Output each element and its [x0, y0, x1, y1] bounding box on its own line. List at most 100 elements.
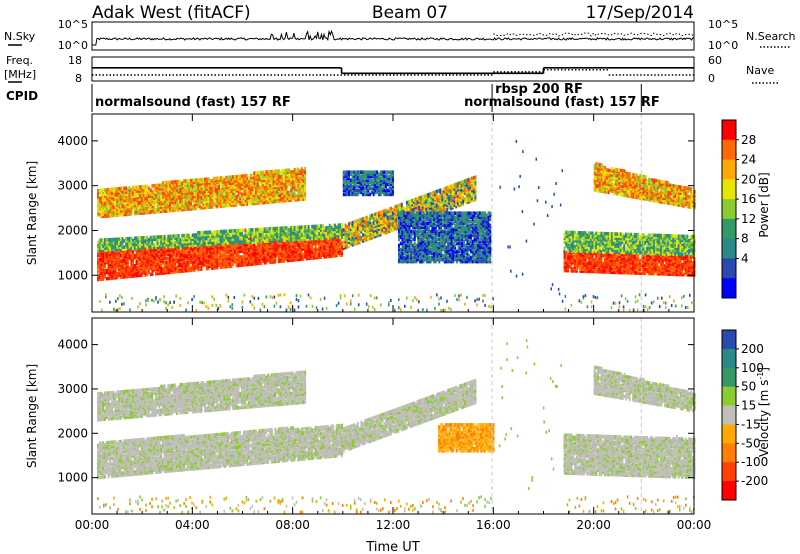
heatmap-cell [449, 198, 452, 203]
heatmap-cell [256, 255, 259, 260]
heatmap-cell [219, 247, 222, 251]
heatmap-cell [471, 194, 473, 199]
heatmap-cell [342, 228, 345, 232]
heatmap-cell [335, 243, 338, 248]
heatmap-cell [325, 246, 328, 251]
heatmap-cell [163, 271, 166, 275]
heatmap-cell [163, 205, 166, 209]
heatmap-cell [167, 182, 170, 187]
heatmap-cell [102, 251, 105, 255]
heatmap-cell [142, 209, 145, 213]
heatmap-cell [135, 195, 138, 200]
heatmap-cell [211, 201, 213, 205]
heatmap-cell [288, 230, 291, 234]
heatmap-cell [316, 234, 319, 239]
heatmap-cell [155, 251, 157, 256]
heatmap-cell [114, 197, 117, 201]
heatmap-cell [427, 195, 429, 199]
heatmap-cell [112, 239, 115, 244]
heatmap-cell [202, 183, 205, 188]
heatmap-cell [300, 241, 303, 245]
heatmap-cell [218, 190, 221, 195]
heatmap-cell [339, 239, 342, 243]
heatmap-cell [170, 270, 173, 274]
heatmap-cell [277, 179, 280, 183]
heatmap-cell [155, 187, 157, 192]
heatmap-cell [235, 199, 238, 203]
heatmap-cell [167, 194, 170, 199]
heatmap-cell [216, 176, 219, 181]
heatmap-cell [137, 189, 140, 193]
heatmap-cell [144, 200, 147, 205]
heatmap-cell [183, 246, 185, 251]
heatmap-cell [177, 189, 180, 194]
heatmap-cell [204, 260, 206, 265]
heatmap-cell [251, 228, 254, 232]
heatmap-cell [169, 236, 171, 241]
heatmap-cell [226, 246, 229, 251]
heatmap-cell [100, 251, 103, 255]
heatmap-cell [246, 178, 249, 182]
heatmap-cell [302, 237, 305, 241]
heatmap-cell [116, 239, 119, 244]
heatmap-cell [344, 241, 347, 246]
heatmap-cell [358, 232, 361, 237]
heatmap-cell [472, 186, 475, 190]
heatmap-cell [263, 184, 266, 189]
heatmap-cell [414, 199, 417, 204]
heatmap-cell [126, 236, 129, 241]
heatmap-cell [242, 236, 245, 241]
heatmap-cell [421, 205, 424, 209]
heatmap-cell [155, 265, 157, 270]
heatmap-cell [184, 239, 187, 244]
heatmap-cell [209, 183, 212, 187]
heatmap-cell [167, 252, 170, 257]
heatmap-cell [378, 231, 380, 235]
heatmap-cell [355, 233, 357, 238]
heatmap-cell [165, 236, 168, 241]
heatmap-cell [97, 263, 99, 268]
heatmap-cell [344, 231, 347, 236]
nave-tick-bottom: 0 [708, 72, 715, 85]
heatmap-cell [248, 250, 250, 255]
heatmap-cell [302, 173, 305, 177]
heatmap-cell [195, 184, 198, 188]
heatmap-cell [223, 233, 226, 238]
heatmap-cell [219, 176, 222, 180]
heatmap-cell [409, 199, 412, 204]
heatmap-cell [109, 195, 112, 200]
heatmap-cell [458, 201, 461, 205]
heatmap-cell [123, 208, 126, 213]
heatmap-cell [112, 266, 115, 270]
heatmap-cell [272, 228, 275, 233]
heatmap-cell [288, 248, 291, 253]
heatmap-cell [181, 197, 184, 202]
heatmap-cell [219, 202, 222, 206]
heatmap-cell [225, 202, 228, 206]
heatmap-cell [390, 214, 393, 219]
heatmap-cell [139, 267, 142, 272]
heatmap-cell [246, 244, 249, 249]
heatmap-cell [263, 248, 266, 253]
heatmap-cell [286, 180, 289, 185]
heatmap-cell [346, 241, 349, 245]
heatmap-cell [151, 266, 154, 270]
heatmap-cell [125, 188, 127, 192]
heatmap-cell [137, 269, 140, 274]
heatmap-cell [344, 174, 347, 179]
heatmap-cell [184, 262, 187, 267]
heatmap-cell [232, 185, 235, 189]
heatmap-cell [216, 253, 219, 258]
heatmap-cell [298, 245, 301, 249]
heatmap-cell [284, 254, 287, 259]
heatmap-cell [114, 203, 117, 207]
heatmap-cell [232, 262, 235, 266]
heatmap-cell [176, 251, 178, 256]
heatmap-cell [133, 209, 136, 214]
heatmap-cell [309, 235, 312, 239]
heatmap-cell [304, 171, 307, 175]
heatmap-cell [328, 252, 331, 257]
heatmap-cell [313, 224, 315, 229]
heatmap-cell [230, 187, 233, 191]
heatmap-cell [142, 203, 145, 207]
